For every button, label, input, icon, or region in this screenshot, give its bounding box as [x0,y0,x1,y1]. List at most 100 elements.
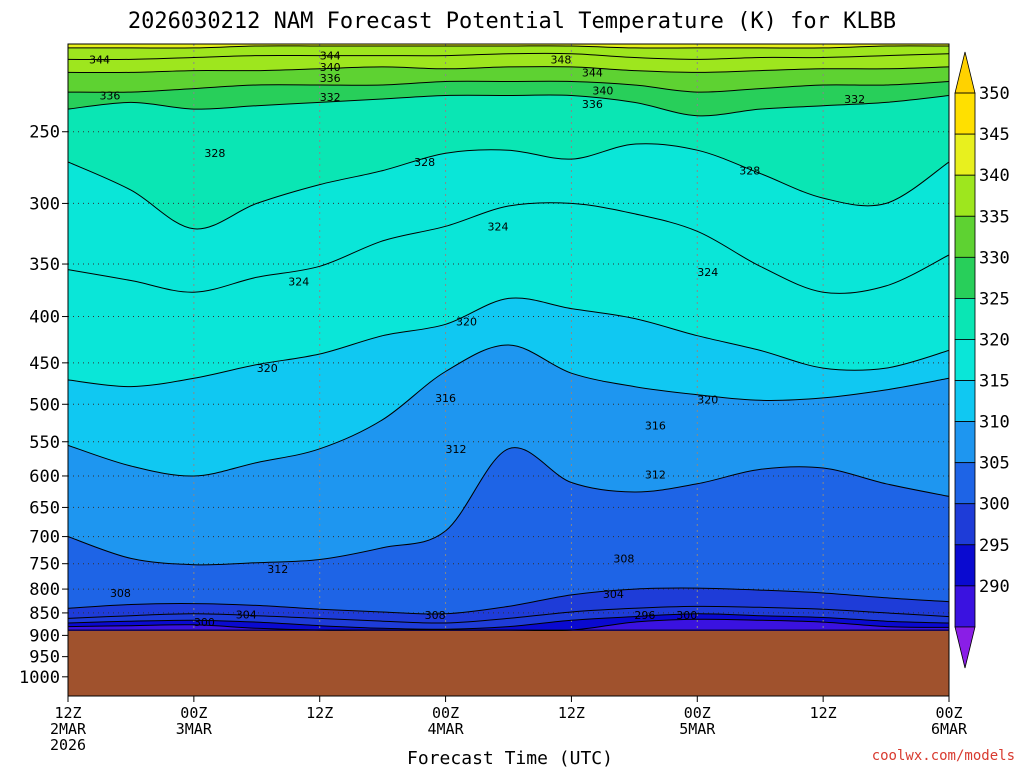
colorbar-label: 315 [979,372,1010,392]
y-tick-label: 800 [29,580,60,600]
x-tick-label: 2MAR [50,720,87,738]
colorbar-label: 290 [979,577,1010,597]
y-tick-label: 500 [29,395,60,415]
contour-label: 332 [844,93,865,106]
colorbar-swatch [954,297,976,340]
colorbar-swatch [954,174,976,217]
contour-label: 328 [414,156,435,169]
contour-label: 344 [582,66,603,79]
contour-label: 316 [435,392,456,405]
x-tick-label: 00Z [432,704,459,722]
isentrope-line [68,613,949,630]
y-tick-label: 250 [29,123,60,143]
y-tick-label: 850 [29,604,60,624]
contour-label: 320 [697,394,718,407]
colorbar-swatch [954,585,976,628]
contour-label: 332 [320,91,341,104]
y-tick-label: 350 [29,255,60,275]
colorbar-swatch [954,92,976,135]
contour-label: 312 [446,443,467,456]
x-tick-label: 12Z [306,704,333,722]
terrain-block [68,630,949,696]
contour-label: 344 [320,50,341,63]
isentrope-line [68,52,949,61]
isentrope-line [68,66,949,74]
colorbar-label: 335 [979,207,1010,227]
x-tick-label: 00Z [684,704,711,722]
contour-label: 304 [236,608,257,621]
colorbar-cap [954,626,976,669]
contour-label: 316 [645,420,666,433]
contour-label: 348 [550,53,571,66]
colorbar-swatch [954,380,976,422]
colorbar-label: 325 [979,289,1010,309]
y-tick-label: 1000 [19,668,60,688]
colorbar-label: 320 [979,330,1010,350]
chart-title: 2026030212 NAM Forecast Potential Temper… [128,9,896,34]
colorbar-swatch [954,462,976,505]
x-tick-label: 6MAR [931,720,968,738]
x-tick-label: 4MAR [428,720,465,738]
colorbar: 350 345 340 335 330 325 320 315 310 305 300 295 290 [954,51,1010,669]
x-tick-label: 3MAR [176,720,213,738]
colorbar-label: 340 [979,166,1010,186]
band-fill [68,44,949,49]
isentrope-line [68,587,949,615]
colorbar-label: 330 [979,248,1010,268]
colorbar-label: 350 [979,84,1010,104]
contour-label: 324 [697,266,718,279]
y-tick-label: 750 [29,555,60,575]
x-tick-label: 00Z [180,704,207,722]
y-tick-label: 700 [29,528,60,548]
isentrope-line [68,344,949,477]
contour-label: 308 [425,609,446,622]
contour-label: 324 [288,276,309,289]
colorbar-swatch [954,421,976,464]
contour-label: 336 [582,98,603,111]
y-tick-label: 950 [29,648,60,668]
isentrope-line [68,447,949,566]
isentrope-contours [68,45,949,632]
colorbar-label: 345 [979,125,1010,145]
y-tick-label: 650 [29,498,60,518]
colorbar-label: 300 [979,495,1010,515]
colorbar-label: 295 [979,536,1010,556]
colorbar-swatch [954,215,976,258]
contour-label: 308 [613,552,634,565]
contour-label: 340 [320,61,341,74]
x-tick-label: 2026 [50,736,86,754]
x-tick-label: 12Z [558,704,585,722]
colorbar-swatch [954,503,976,546]
isentrope-line [68,297,949,388]
grid-lines [68,44,949,696]
contour-label: 344 [89,53,110,66]
contour-label: 324 [488,220,509,233]
isentrope-line [68,45,949,49]
y-tick-label: 550 [29,433,60,453]
y-tick-label: 300 [29,194,60,214]
x-tick-label: 5MAR [679,720,716,738]
contour-label: 320 [257,362,278,375]
isentrope-line [68,202,949,294]
terrain-fill [68,630,949,696]
contour-label: 312 [267,563,288,576]
contour-label: 296 [634,609,655,622]
colorbar-cap [954,51,976,94]
contour-label: 328 [739,165,760,178]
colorbar-label: 310 [979,413,1010,433]
y-tick-label: 600 [29,467,60,487]
theta-color-fill [68,44,949,696]
contour-label: 300 [194,616,215,629]
contour-label: 336 [99,90,120,103]
x-tick-label: 12Z [54,704,81,722]
contour-label: 300 [676,609,697,622]
colorbar-swatch [954,544,976,587]
credit-text: coolwx.com/models [872,748,1015,764]
colorbar-swatch [954,339,976,381]
y-tick-label: 400 [29,308,60,328]
y-tick-label: 900 [29,626,60,646]
colorbar-swatch [954,133,976,176]
contour-label: 336 [320,72,341,85]
